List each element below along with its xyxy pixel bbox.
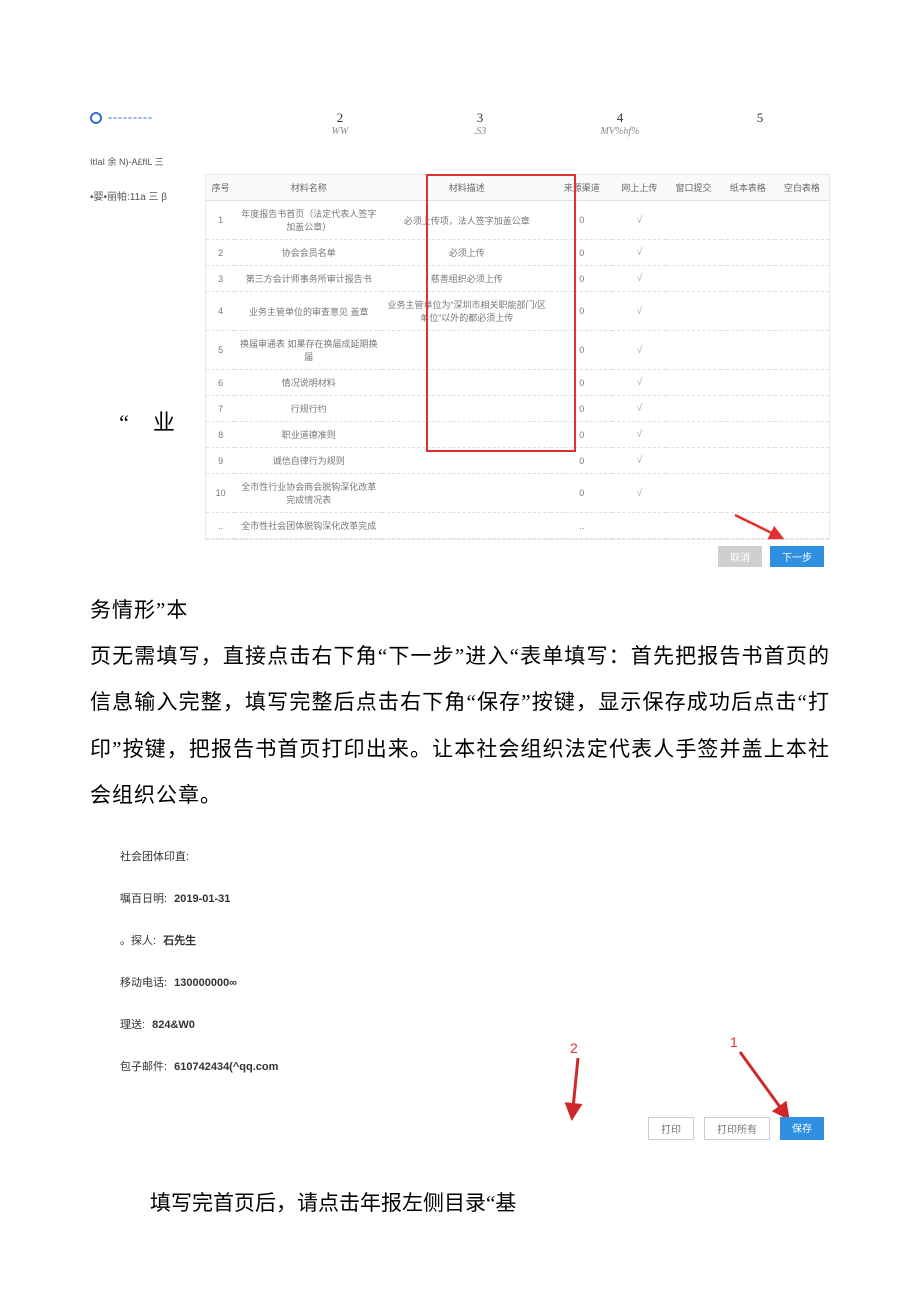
val-phone: 130000000∞ — [174, 977, 237, 989]
quote-fragment-1: “ 业 — [90, 401, 205, 445]
table-footer: 取消 下一步 — [205, 540, 830, 573]
step-4-num: 4 — [550, 110, 690, 126]
print-save-panel: 2 1 打印 打印所有 保存 — [510, 1040, 830, 1150]
table-row: 6情况说明材料0√ — [206, 370, 829, 396]
lbl-seal: 社会团体印直: — [120, 851, 189, 863]
final-line: 填写完首页后，请点击年报左侧目录“基 — [150, 1180, 830, 1226]
step-4-lbl: MV%hf% — [550, 126, 690, 137]
th-window: 窗口提交 — [666, 175, 720, 201]
step-circle-icon — [90, 112, 102, 124]
print-button[interactable]: 打印 — [648, 1117, 694, 1140]
annotation-1: 1 — [730, 1034, 738, 1050]
body-line-1: 务情形”本 — [90, 587, 830, 633]
table-row: 8职业道德准则0√ — [206, 422, 829, 448]
form-row-phone: 移动电话: 130000000∞ — [120, 974, 830, 990]
step-2-num: 2 — [270, 110, 410, 126]
step-3: 3 .S3 — [410, 110, 550, 137]
print-all-button[interactable]: 打印所有 — [704, 1117, 770, 1140]
form-row-person: 。探人: 石先生 — [120, 932, 830, 948]
table-header-row: 序号 材料名称 材料描述 来源渠道 网上上传 窗口提交 纸本表格 空白表格 — [206, 175, 829, 201]
val-person: 石先生 — [163, 935, 196, 947]
lbl-addr: 理送: — [120, 1019, 145, 1031]
val-date: 2019-01-31 — [174, 893, 230, 905]
arrow-2-icon — [560, 1056, 620, 1126]
step-current: --------- — [90, 110, 270, 125]
table-row: ..全市性社会团体脱钩深化改革完成.. — [206, 513, 829, 539]
table-row: 3第三方会计师事务所审计报告书慈善组织必须上传0√ — [206, 266, 829, 292]
garbled-text-2: •婴•丽帕:11a 三 β — [90, 188, 205, 203]
step-3-lbl: .S3 — [410, 126, 550, 137]
step-5-num: 5 — [690, 110, 830, 126]
save-button[interactable]: 保存 — [780, 1117, 824, 1140]
lbl-email: 包子邮件: — [120, 1061, 167, 1073]
val-addr: 824&W0 — [152, 1019, 195, 1031]
th-blank: 空白表格 — [775, 175, 829, 201]
cancel-button[interactable]: 取消 — [718, 546, 762, 567]
table-row: 7行规行约0√ — [206, 396, 829, 422]
materials-table: 序号 材料名称 材料描述 来源渠道 网上上传 窗口提交 纸本表格 空白表格 1年… — [205, 174, 830, 540]
table-row: 4业务主管单位的审查意见 盖章业务主管单位为“深圳市相关职能部门/区单位”以外的… — [206, 292, 829, 331]
step-dashes: --------- — [108, 110, 153, 125]
garbled-text-1: ItIaI 余 N)-A£fIL 三 — [90, 155, 830, 168]
step-4: 4 MV%hf% — [550, 110, 690, 137]
step-2-lbl: WW — [270, 126, 410, 137]
form-row-date: 嘱百日明: 2019-01-31 — [120, 890, 830, 906]
lbl-person: 。探人: — [120, 935, 156, 947]
progress-stepper: --------- 2 WW 3 .S3 4 MV%hf% 5 — [90, 110, 830, 137]
next-button[interactable]: 下一步 — [770, 546, 824, 567]
table-row: 5换届审通表 如果存在换届成延期换届0√ — [206, 331, 829, 370]
val-email: 610742434(^qq.com — [174, 1061, 278, 1073]
th-name: 材料名称 — [235, 175, 382, 201]
step-3-num: 3 — [410, 110, 550, 126]
lbl-date: 嘱百日明: — [120, 893, 167, 905]
th-src: 来源渠道 — [551, 175, 612, 201]
step-5: 5 — [690, 110, 830, 126]
form-row-addr: 理送: 824&W0 — [120, 1016, 830, 1032]
table-row: 9诚信自律行为规则0√ — [206, 448, 829, 474]
table-row: 1年度报告书首页（法定代表人签字加盖公章）必须上传项，法人签字加盖公章0√ — [206, 201, 829, 240]
th-upload: 网上上传 — [612, 175, 666, 201]
step-2: 2 WW — [270, 110, 410, 137]
form-row-org-seal: 社会团体印直: — [120, 848, 830, 864]
table-row: 2协会会员名单必须上传0√ — [206, 240, 829, 266]
annotation-2: 2 — [570, 1040, 578, 1056]
table-row: 10全市性行业协会商会脱钩深化改革完成情况表0√ — [206, 474, 829, 513]
lbl-phone: 移动电话: — [120, 977, 167, 989]
body-main: 页无需填写，直接点击右下角“下一步”进入“表单填写：首先把报告书首页的信息输入完… — [90, 633, 830, 818]
th-paper: 纸本表格 — [721, 175, 775, 201]
th-desc: 材料描述 — [382, 175, 551, 201]
th-index: 序号 — [206, 175, 235, 201]
